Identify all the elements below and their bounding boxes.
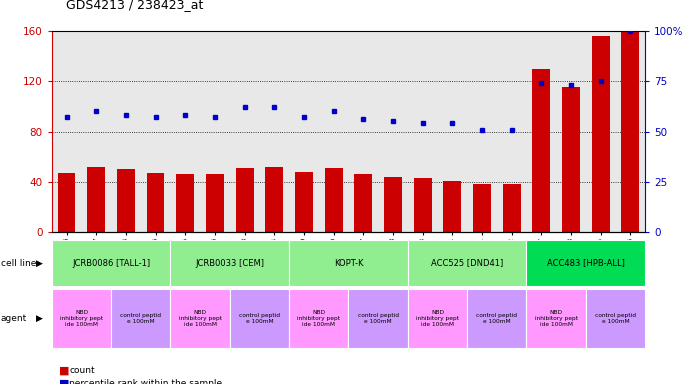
Bar: [289, 289, 348, 348]
Bar: [170, 289, 230, 348]
Bar: [236, 168, 253, 232]
Text: ACC525 [DND41]: ACC525 [DND41]: [431, 258, 503, 268]
Bar: [111, 289, 170, 348]
Bar: [473, 184, 491, 232]
Text: count: count: [69, 366, 95, 375]
Bar: [586, 289, 645, 348]
Bar: [88, 167, 105, 232]
Bar: [147, 173, 164, 232]
Bar: [289, 240, 408, 286]
Bar: [408, 240, 526, 286]
Bar: [408, 289, 467, 348]
Text: NBD
inhibitory pept
ide 100mM: NBD inhibitory pept ide 100mM: [535, 310, 578, 327]
Text: control peptid
e 100mM: control peptid e 100mM: [357, 313, 399, 324]
Text: ■: ■: [59, 379, 69, 384]
Text: NBD
inhibitory pept
ide 100mM: NBD inhibitory pept ide 100mM: [416, 310, 459, 327]
Text: JCRB0086 [TALL-1]: JCRB0086 [TALL-1]: [72, 258, 150, 268]
Bar: [562, 88, 580, 232]
Text: cell line: cell line: [1, 258, 36, 268]
Bar: [503, 184, 520, 232]
Text: GDS4213 / 238423_at: GDS4213 / 238423_at: [66, 0, 203, 12]
Bar: [230, 289, 289, 348]
Text: NBD
inhibitory pept
ide 100mM: NBD inhibitory pept ide 100mM: [60, 310, 103, 327]
Bar: [444, 180, 461, 232]
Text: KOPT-K: KOPT-K: [334, 258, 363, 268]
Bar: [295, 172, 313, 232]
Bar: [384, 177, 402, 232]
Bar: [526, 289, 586, 348]
Bar: [592, 36, 609, 232]
Text: control peptid
e 100mM: control peptid e 100mM: [595, 313, 636, 324]
Text: ▶: ▶: [36, 258, 43, 268]
Text: control peptid
e 100mM: control peptid e 100mM: [120, 313, 161, 324]
Text: percentile rank within the sample: percentile rank within the sample: [69, 379, 222, 384]
Bar: [177, 174, 194, 232]
Text: ACC483 [HPB-ALL]: ACC483 [HPB-ALL]: [547, 258, 624, 268]
Text: JCRB0033 [CEM]: JCRB0033 [CEM]: [195, 258, 264, 268]
Bar: [266, 167, 283, 232]
Bar: [348, 289, 408, 348]
Bar: [622, 31, 639, 232]
Bar: [325, 168, 342, 232]
Bar: [355, 174, 372, 232]
Text: NBD
inhibitory pept
ide 100mM: NBD inhibitory pept ide 100mM: [297, 310, 340, 327]
Bar: [206, 174, 224, 232]
Bar: [170, 240, 289, 286]
Text: agent: agent: [1, 314, 27, 323]
Bar: [117, 169, 135, 232]
Text: NBD
inhibitory pept
ide 100mM: NBD inhibitory pept ide 100mM: [179, 310, 221, 327]
Bar: [526, 240, 645, 286]
Bar: [533, 68, 550, 232]
Bar: [414, 178, 431, 232]
Text: ▶: ▶: [36, 314, 43, 323]
Text: control peptid
e 100mM: control peptid e 100mM: [476, 313, 518, 324]
Bar: [52, 289, 111, 348]
Bar: [467, 289, 526, 348]
Text: control peptid
e 100mM: control peptid e 100mM: [239, 313, 280, 324]
Text: ■: ■: [59, 366, 69, 376]
Bar: [52, 240, 170, 286]
Bar: [58, 173, 75, 232]
